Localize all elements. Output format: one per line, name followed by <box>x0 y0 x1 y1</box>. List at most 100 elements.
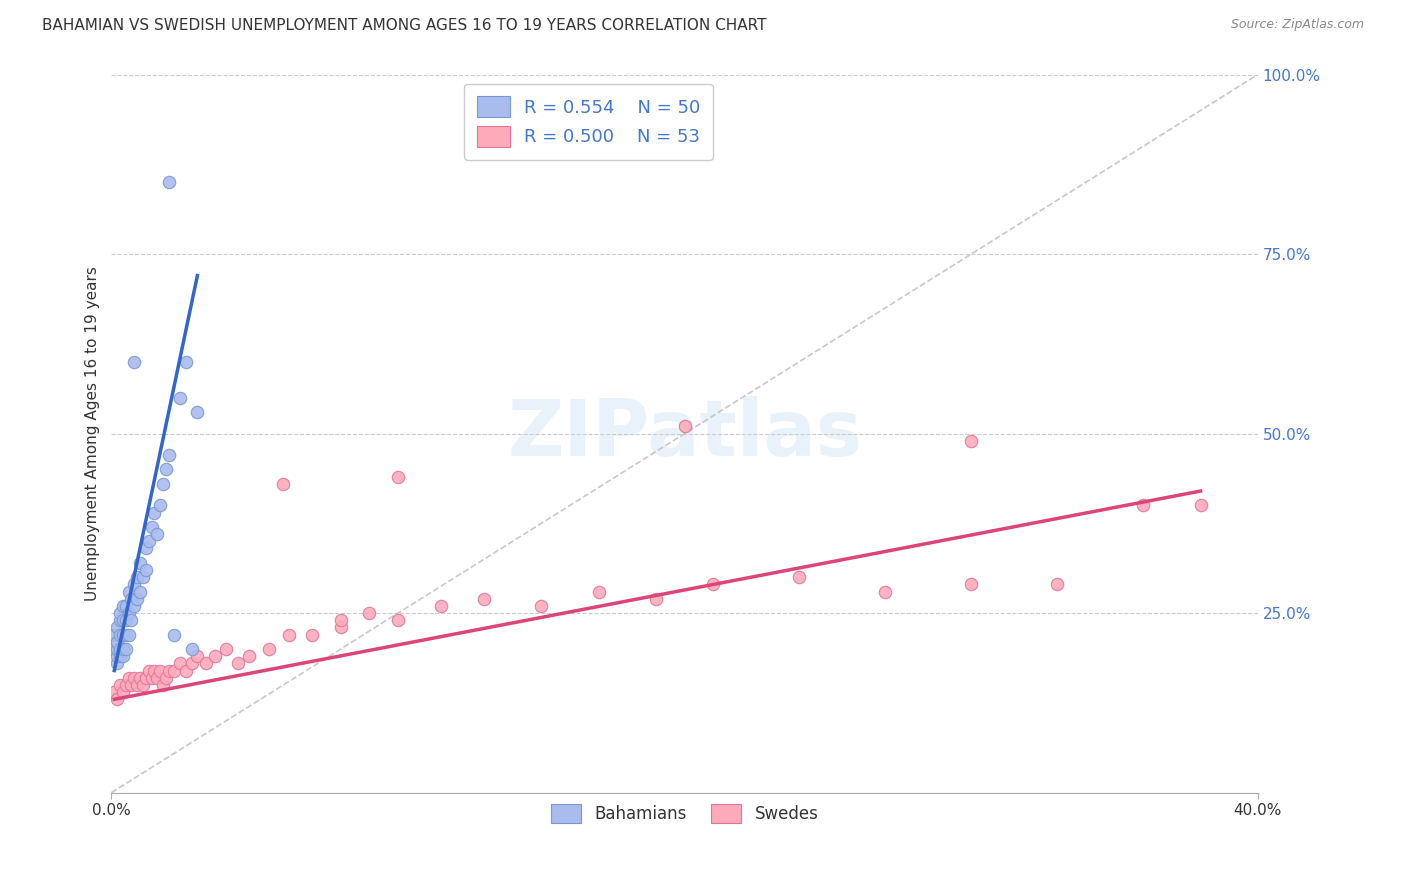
Point <box>329 613 352 627</box>
Point <box>127 570 149 584</box>
Point <box>124 577 146 591</box>
Text: BAHAMIAN VS SWEDISH UNEMPLOYMENT AMONG AGES 16 TO 19 YEARS CORRELATION CHART: BAHAMIAN VS SWEDISH UNEMPLOYMENT AMONG A… <box>42 18 766 33</box>
Point <box>1046 577 1069 591</box>
Point <box>143 664 166 678</box>
Point <box>114 642 136 657</box>
Point <box>108 649 131 664</box>
Point <box>215 642 238 657</box>
Point <box>105 657 128 671</box>
Point <box>152 476 174 491</box>
Point <box>127 678 149 692</box>
Point <box>105 649 128 664</box>
Point <box>143 506 166 520</box>
Point <box>1132 499 1154 513</box>
Point <box>174 355 197 369</box>
Point <box>127 591 149 606</box>
Point <box>960 577 983 591</box>
Point <box>117 671 139 685</box>
Point <box>152 678 174 692</box>
Point <box>180 657 202 671</box>
Point <box>108 606 131 620</box>
Point <box>387 469 409 483</box>
Point <box>105 620 128 634</box>
Point <box>111 628 134 642</box>
Point <box>108 628 131 642</box>
Point <box>114 678 136 692</box>
Point <box>146 671 169 685</box>
Point <box>138 534 160 549</box>
Point <box>169 657 191 671</box>
Point <box>114 599 136 613</box>
Point <box>111 642 134 657</box>
Point <box>132 570 155 584</box>
Point <box>135 563 157 577</box>
Point <box>111 649 134 664</box>
Point <box>141 520 163 534</box>
Point <box>155 462 177 476</box>
Point <box>129 584 152 599</box>
Point <box>108 678 131 692</box>
Point <box>111 685 134 699</box>
Point <box>117 584 139 599</box>
Point <box>157 664 180 678</box>
Point <box>129 556 152 570</box>
Text: Source: ZipAtlas.com: Source: ZipAtlas.com <box>1230 18 1364 31</box>
Point <box>103 685 125 699</box>
Point <box>588 584 610 599</box>
Point <box>180 642 202 657</box>
Point <box>108 613 131 627</box>
Point <box>138 664 160 678</box>
Point <box>673 419 696 434</box>
Point <box>163 664 186 678</box>
Point <box>141 671 163 685</box>
Point <box>301 628 323 642</box>
Point <box>105 692 128 706</box>
Point <box>111 613 134 627</box>
Point <box>121 678 143 692</box>
Point <box>124 599 146 613</box>
Point <box>472 591 495 606</box>
Point <box>273 476 295 491</box>
Point <box>108 642 131 657</box>
Point <box>875 584 897 599</box>
Point <box>157 448 180 462</box>
Point <box>238 649 260 664</box>
Point <box>278 628 301 642</box>
Point <box>204 649 226 664</box>
Point <box>155 671 177 685</box>
Point <box>103 642 125 657</box>
Point <box>135 671 157 685</box>
Point <box>645 591 668 606</box>
Point <box>103 628 125 642</box>
Point <box>787 570 810 584</box>
Point <box>530 599 553 613</box>
Point <box>157 175 180 189</box>
Point <box>105 635 128 649</box>
Point <box>146 527 169 541</box>
Point <box>257 642 280 657</box>
Point <box>132 678 155 692</box>
Point <box>387 613 409 627</box>
Y-axis label: Unemployment Among Ages 16 to 19 years: Unemployment Among Ages 16 to 19 years <box>86 266 100 601</box>
Point <box>195 657 218 671</box>
Point <box>111 599 134 613</box>
Text: ZIPatlas: ZIPatlas <box>508 395 862 472</box>
Point <box>226 657 249 671</box>
Point <box>135 541 157 556</box>
Point <box>124 671 146 685</box>
Legend: Bahamians, Swedes: Bahamians, Swedes <box>538 792 831 835</box>
Point <box>430 599 453 613</box>
Point <box>329 620 352 634</box>
Point <box>117 606 139 620</box>
Point <box>186 649 208 664</box>
Point <box>169 391 191 405</box>
Point <box>149 499 172 513</box>
Point <box>129 671 152 685</box>
Point <box>121 613 143 627</box>
Point <box>1189 499 1212 513</box>
Point <box>174 664 197 678</box>
Point <box>105 642 128 657</box>
Point <box>149 664 172 678</box>
Point <box>124 355 146 369</box>
Point <box>117 628 139 642</box>
